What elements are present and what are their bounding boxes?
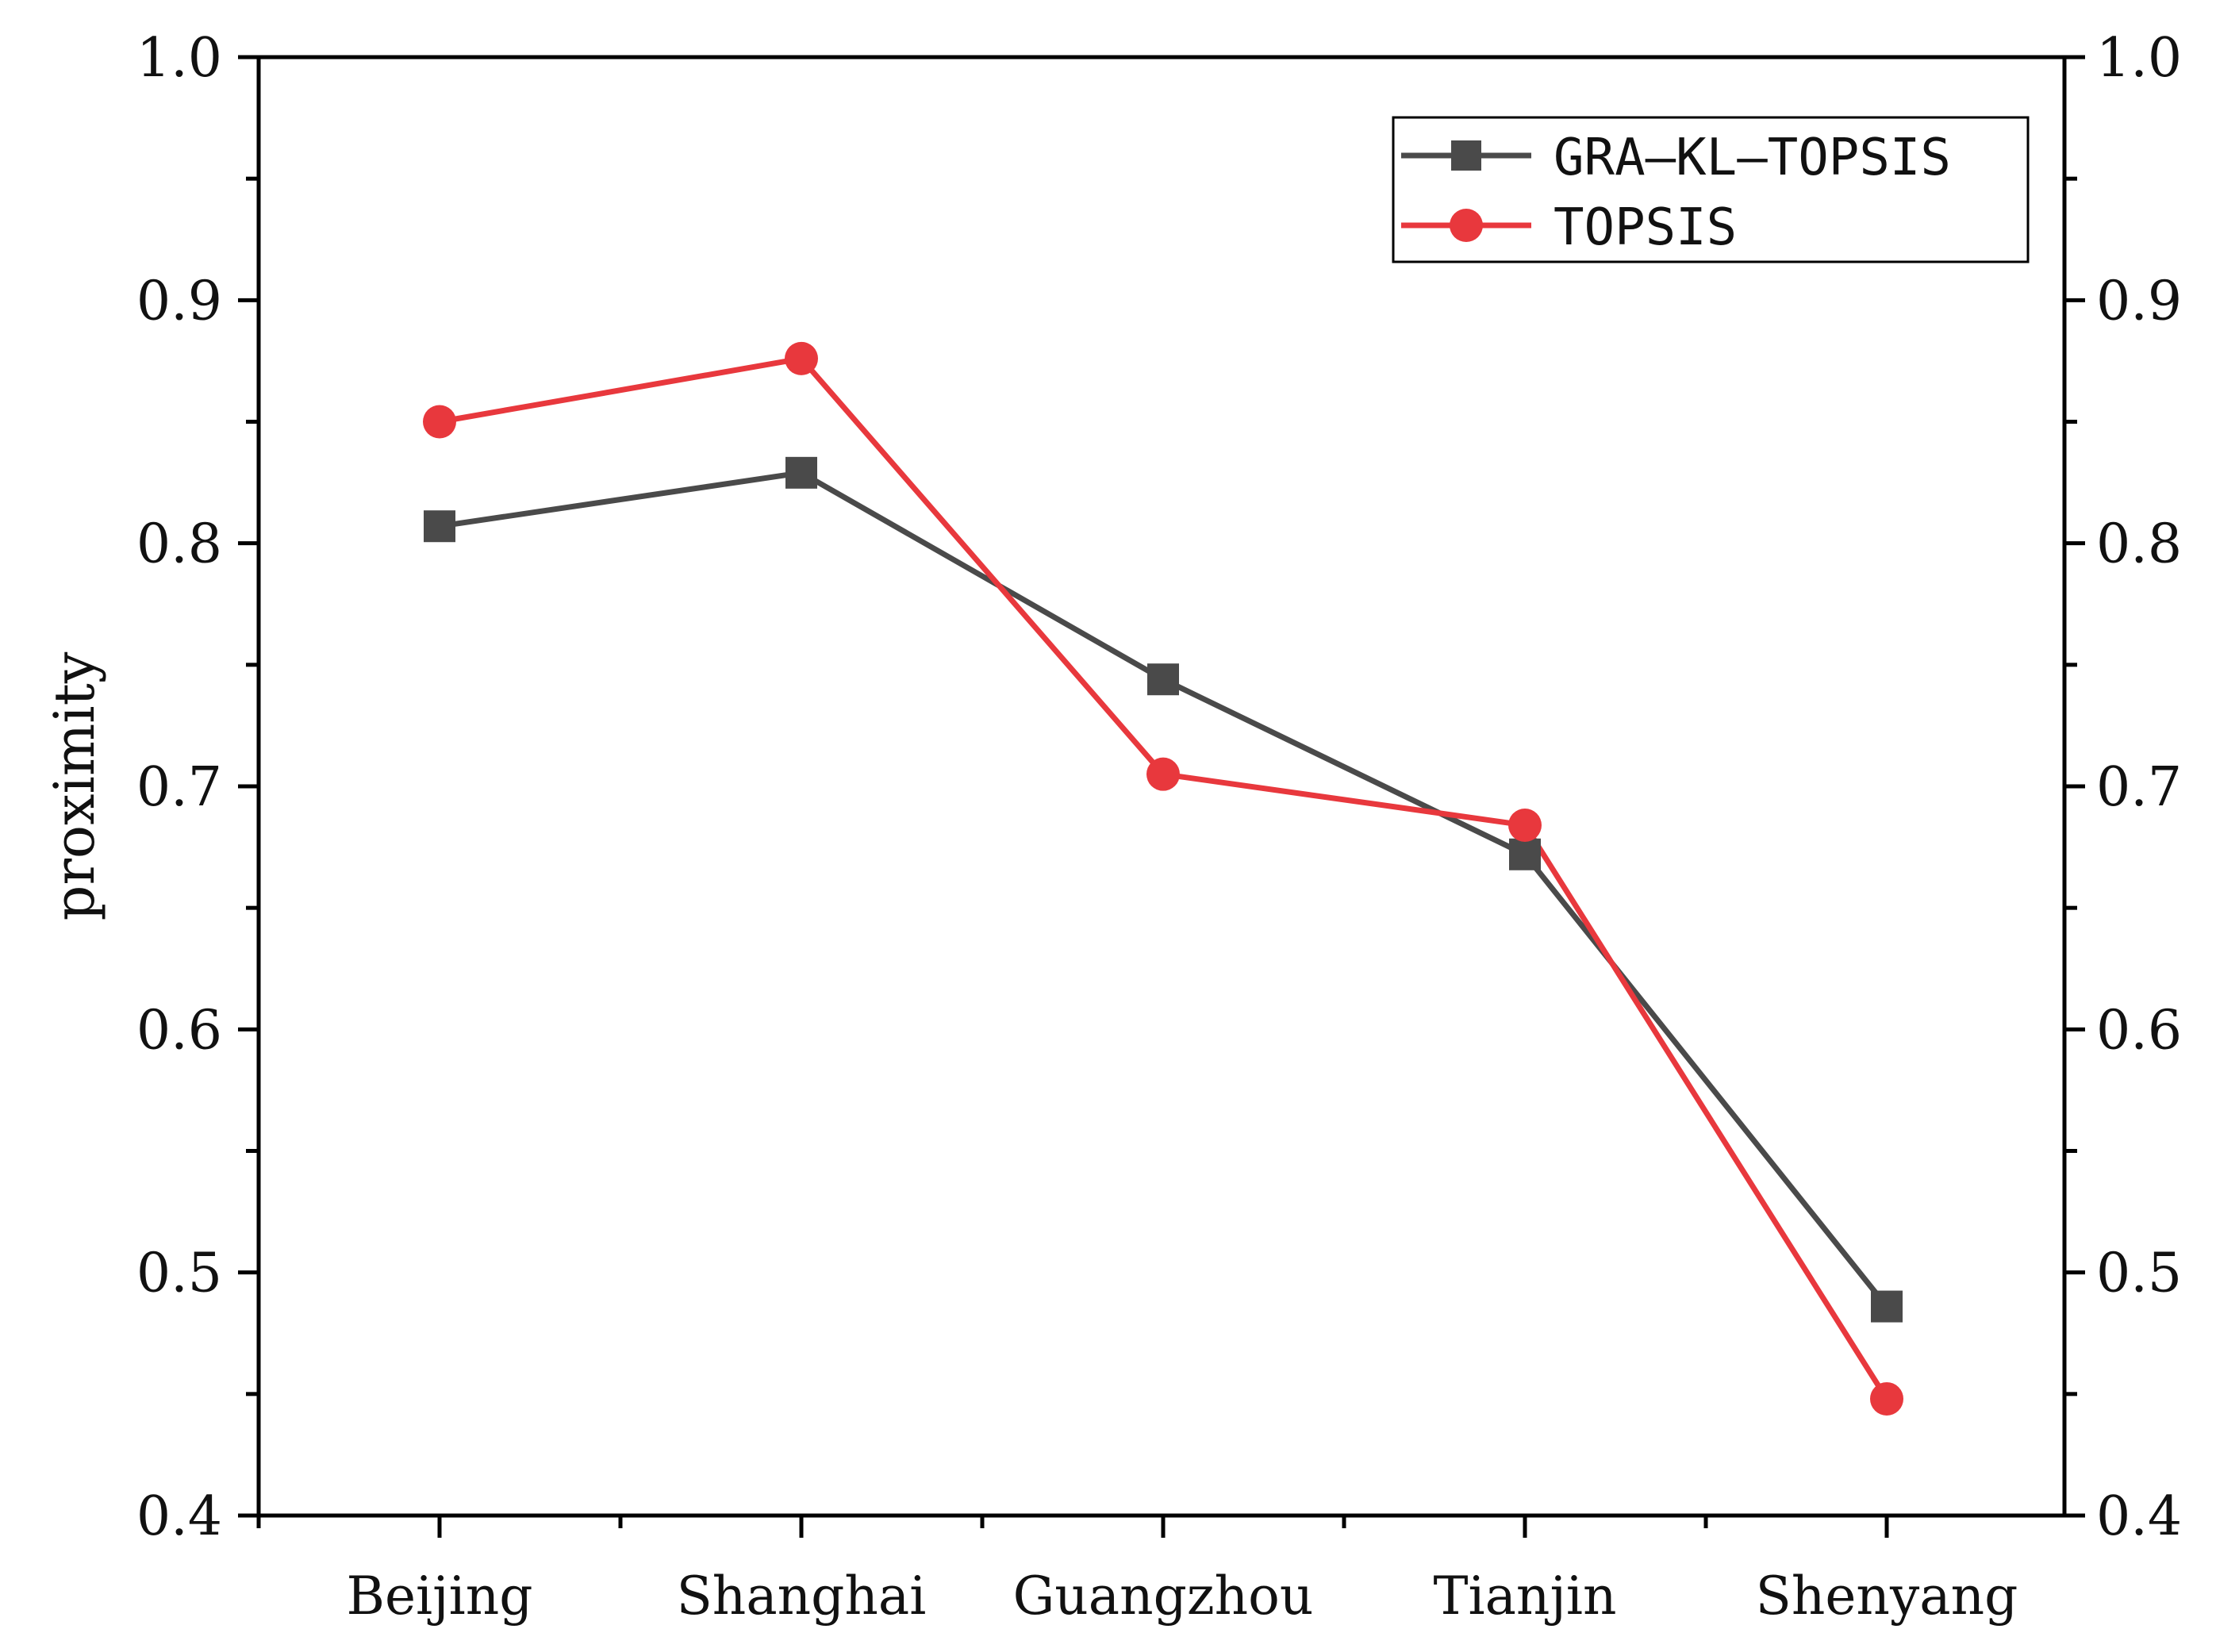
x-tick-label: Beijing: [347, 1566, 533, 1627]
legend-label-topsis: TOPSIS: [1554, 198, 1737, 257]
y-tick-label-left: 0.7: [136, 756, 222, 819]
data-point-circle: [785, 341, 818, 375]
y-tick-label-right: 0.7: [2096, 756, 2182, 819]
legend-marker-circle: [1450, 209, 1483, 242]
y-tick-label-left: 0.4: [136, 1485, 222, 1548]
data-point-square: [1147, 663, 1179, 696]
y-axis-title: proximity: [42, 651, 107, 920]
legend-box: [1392, 116, 2030, 263]
y-tick-label-right: 0.4: [2096, 1485, 2182, 1548]
y-tick-label-right: 0.6: [2096, 999, 2182, 1062]
data-point-square: [785, 456, 817, 489]
y-tick-label-left: 1.0: [136, 27, 222, 90]
data-point-square: [424, 510, 455, 543]
series-line-topsis: [439, 355, 1889, 1400]
x-tick-label: Guangzhou: [1013, 1566, 1314, 1627]
y-tick-label-left: 0.6: [136, 999, 222, 1062]
y-tick-label-right: 1.0: [2096, 27, 2182, 90]
y-tick-label-right: 0.5: [2096, 1243, 2182, 1305]
data-point-square: [1871, 1290, 1903, 1323]
y-tick-label-left: 0.8: [136, 513, 222, 576]
x-tick-label: Shenyang: [1756, 1566, 2018, 1627]
legend: GRA—KL—TOPSIS TOPSIS: [1392, 116, 2030, 263]
y-tick-label-right: 0.9: [2096, 270, 2182, 332]
data-point-circle: [1870, 1381, 1903, 1416]
data-point-circle: [1146, 757, 1180, 791]
x-tick-label: Shanghai: [677, 1566, 927, 1627]
legend-marker-square: [1451, 140, 1481, 171]
data-point-square: [1509, 838, 1541, 870]
y-tick-label-right: 0.8: [2096, 513, 2182, 576]
series-line-gra-kl-topsis: [439, 470, 1889, 1308]
y-tick-label-left: 0.5: [136, 1243, 222, 1305]
x-tick-label: Tianjin: [1433, 1566, 1616, 1627]
legend-label-gra-kl-topsis: GRA—KL—TOPSIS: [1554, 129, 1951, 187]
y-tick-label-left: 0.9: [136, 270, 222, 332]
data-point-circle: [423, 405, 456, 439]
data-point-circle: [1508, 809, 1542, 843]
